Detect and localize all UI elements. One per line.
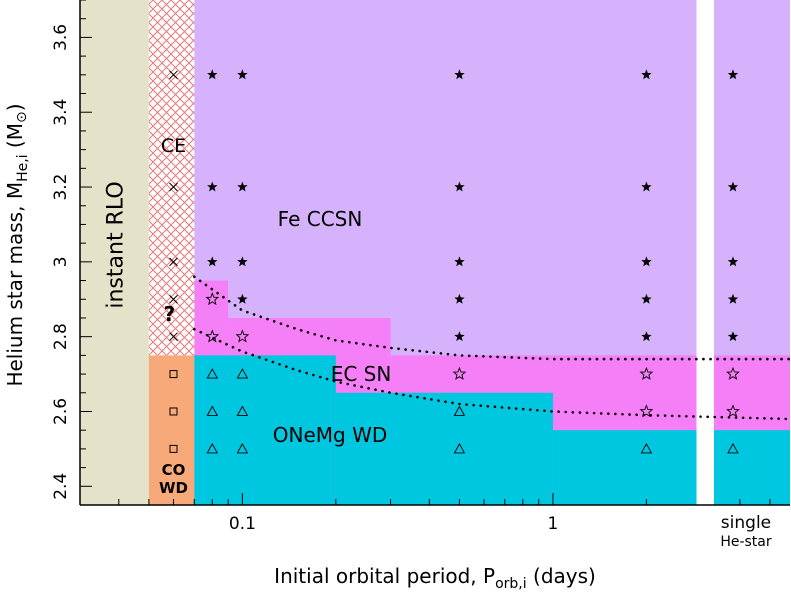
axis-gap [696, 0, 714, 505]
cross-marker [169, 294, 178, 304]
triangle-marker [453, 442, 466, 454]
triangle-marker [727, 442, 739, 454]
x-axis-label: Initial orbital period, Porb,i (days) [274, 564, 596, 592]
filled-star-marker [454, 69, 465, 80]
filled-star-marker [237, 293, 248, 304]
region-label-instant-rlo: instant RLO [103, 181, 128, 308]
filled-star-marker [237, 69, 248, 80]
y-tick-label: 3.6 [51, 24, 71, 51]
filled-star-marker [727, 256, 739, 267]
dotted-boundary-1 [193, 327, 790, 421]
markers-layer [169, 69, 740, 454]
region-label-co: CO [162, 461, 186, 479]
filled-star-marker [454, 331, 465, 342]
open-star-marker [639, 366, 654, 380]
square-marker [169, 370, 178, 379]
region-label-fe-ccsn: Fe CCSN [278, 207, 363, 231]
filled-star-marker [641, 181, 652, 192]
region-onemg-wd-1 [335, 392, 553, 505]
x-tick-label: 1 [548, 514, 559, 534]
y-tick-label: 3.2 [51, 174, 71, 201]
cross-marker [169, 332, 178, 342]
filled-star-marker [454, 181, 465, 192]
y-axis-label: Helium star mass, MHe,i (M⊙) [3, 103, 31, 386]
open-star-marker [205, 292, 220, 306]
x-tick-label: 0.1 [229, 514, 256, 534]
filled-star-marker [727, 293, 739, 304]
filled-star-marker [641, 331, 652, 342]
region-co-wd [148, 355, 195, 505]
triangle-marker [236, 405, 249, 416]
filled-star-marker [727, 181, 739, 192]
open-star-marker [726, 404, 740, 418]
region-label-onemg-wd: ONeMg WD [273, 423, 388, 447]
filled-star-marker [237, 181, 248, 192]
filled-star-marker [641, 293, 652, 304]
filled-star-marker [641, 69, 652, 80]
filled-star-marker [454, 256, 465, 267]
open-star-marker [452, 366, 467, 380]
triangle-marker [206, 405, 219, 416]
region-layer [80, 0, 790, 505]
region-label-ec-sn: EC SN [331, 362, 392, 386]
y-tick-label: 2.6 [51, 398, 71, 425]
open-star-marker [235, 329, 250, 343]
region-instant-rlo [80, 0, 149, 505]
cross-marker [169, 257, 178, 267]
region-onemg-wd-0 [194, 355, 336, 505]
open-star-marker [205, 329, 220, 343]
open-star-marker [726, 366, 740, 380]
cross-marker [169, 70, 178, 80]
region-label-ce: CE [161, 135, 186, 157]
filled-star-marker [207, 69, 218, 80]
y-tick-label: 3 [51, 256, 71, 267]
filled-star-marker [207, 256, 218, 267]
filled-star-marker [454, 293, 465, 304]
x-tick-label-single: single [721, 513, 771, 533]
triangle-marker [236, 368, 249, 379]
filled-star-marker [727, 69, 739, 80]
triangle-marker [206, 368, 219, 379]
filled-star-marker [237, 256, 248, 267]
filled-star-marker [641, 256, 652, 267]
region-label-question: ? [164, 302, 176, 326]
open-star-marker [639, 404, 654, 418]
dotted-boundary-0 [193, 275, 790, 361]
filled-star-marker [727, 331, 739, 342]
x-tick-label-he-star: He-star [720, 534, 772, 550]
y-tick-label: 3.4 [51, 99, 71, 126]
triangle-marker [640, 442, 653, 454]
region-label-wd: WD [159, 479, 188, 497]
region-onemg-wd-2 [552, 430, 697, 505]
triangle-marker [236, 442, 249, 454]
triangle-marker [453, 405, 466, 416]
filled-star-marker [207, 181, 218, 192]
y-tick-label: 2.4 [51, 473, 71, 500]
square-marker [169, 444, 178, 453]
region-ce [148, 0, 195, 356]
triangle-marker [206, 442, 219, 454]
square-marker [169, 407, 178, 416]
region-onemg-wd-3 [713, 430, 790, 505]
y-tick-label: 2.8 [51, 323, 71, 350]
cross-marker [169, 182, 178, 192]
dotted-curves-layer [193, 275, 790, 421]
